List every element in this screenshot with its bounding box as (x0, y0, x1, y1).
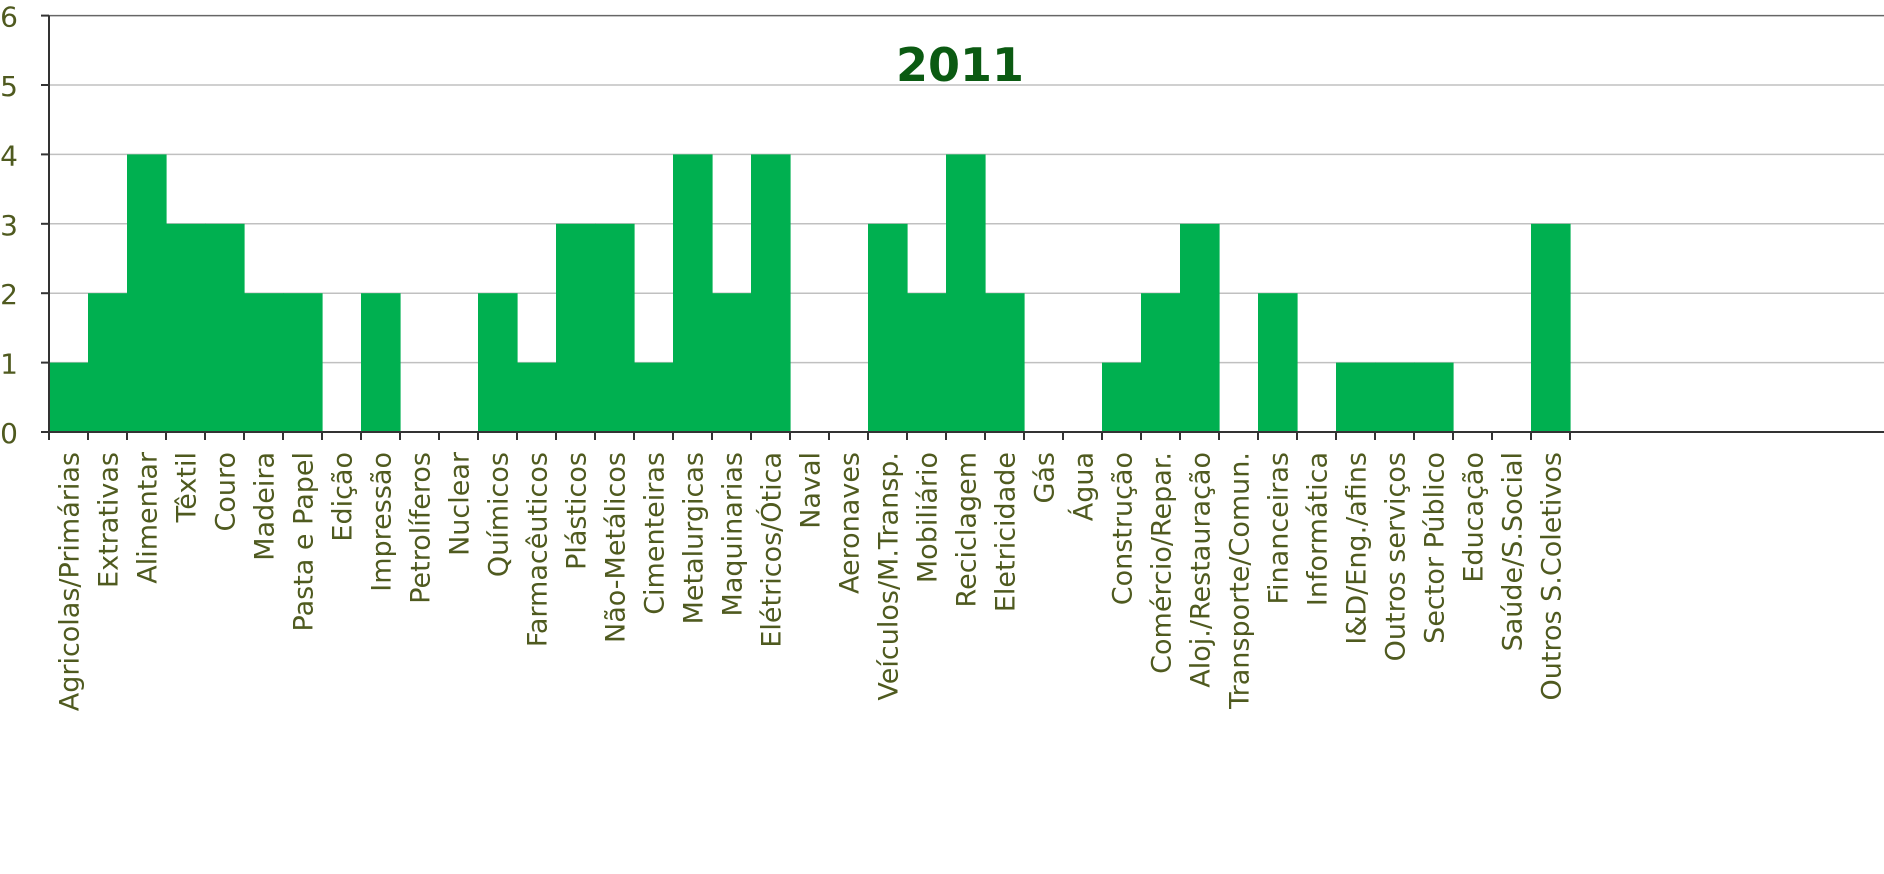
x-tick-label: Couro (211, 452, 242, 532)
x-tick-label: Naval (796, 452, 827, 529)
bar (595, 223, 635, 432)
bar (907, 293, 947, 432)
bars (49, 154, 1571, 432)
bar (127, 154, 167, 432)
x-tick-label: Maquinarias (718, 452, 749, 616)
bar (985, 293, 1025, 432)
x-tick-label: Elétricos/Ótica (756, 452, 788, 648)
bar (673, 154, 713, 432)
bar (1258, 293, 1298, 432)
bar (517, 362, 557, 432)
x-tick-label: Químicos (484, 452, 515, 577)
x-tick-label: Mobiliário (913, 452, 944, 583)
bar (205, 223, 245, 432)
bar (166, 223, 206, 432)
x-tick-label: Sector Público (1420, 452, 1451, 644)
x-tick-label: Comércio/Repar. (1147, 452, 1178, 674)
bar (751, 154, 791, 432)
x-tick-label: Extrativas (94, 452, 125, 588)
y-tick-label: 4 (0, 139, 18, 172)
bar (1141, 293, 1181, 432)
bar (283, 293, 323, 432)
bar (1336, 362, 1376, 432)
x-tick-label: Outros S.Coletivos (1537, 452, 1568, 700)
x-tick-label: Não-Metálicos (601, 452, 632, 643)
bar (1414, 362, 1454, 432)
bar (1531, 223, 1571, 432)
y-tick-labels: 0 1 2 3 4 5 6 (0, 1, 18, 450)
x-tick-label: Petrolíferos (406, 452, 437, 604)
axes (41, 14, 1884, 440)
x-tick-label: Farmacêuticos (523, 452, 554, 647)
bar (1102, 362, 1142, 432)
bar (868, 223, 908, 432)
x-tick-label: Educação (1459, 452, 1490, 583)
x-tick-label: Água (1068, 452, 1100, 521)
x-tick-label: Informática (1303, 452, 1334, 606)
x-tick-label: Madeira (250, 452, 281, 561)
bar (49, 362, 89, 432)
bar (244, 293, 284, 432)
bar (946, 154, 986, 432)
x-tick-label: Transporte/Comun. (1225, 452, 1256, 710)
bar (634, 362, 674, 432)
bar (556, 223, 596, 432)
x-tick-label: I&D/Eng./afins (1342, 452, 1373, 645)
x-tick-label: Veículos/M.Transp. (874, 452, 905, 701)
y-tick-label: 2 (0, 278, 18, 311)
x-tick-label: Saúde/S.Social (1498, 452, 1529, 651)
x-tick-label: Outros serviços (1381, 452, 1412, 661)
x-tick-label: Reciclagem (952, 452, 983, 607)
x-tick-label: Pasta e Papel (289, 452, 320, 631)
x-tick-labels: Agricolas/Primárias Extrativas Alimentar Tê… (55, 451, 1568, 711)
x-tick-label: Financeiras (1264, 452, 1295, 605)
bar (88, 293, 128, 432)
bar (361, 293, 401, 432)
x-tick-label: Impressão (367, 452, 398, 592)
bar (1375, 362, 1415, 432)
bar (1180, 223, 1220, 432)
x-tick-label: Aloj./Restauração (1186, 452, 1217, 688)
bar (478, 293, 518, 432)
x-tick-label: Gás (1030, 452, 1061, 504)
x-tick-label: Aeronaves (835, 452, 866, 594)
bar (712, 293, 752, 432)
y-tick-label: 0 (0, 417, 18, 450)
y-tick-label: 1 (0, 348, 18, 381)
x-tick-label: Plásticos (562, 452, 593, 570)
x-tick-label: Nuclear (445, 451, 476, 556)
x-tick-label: Edição (328, 452, 359, 542)
chart-title: 2011 (896, 38, 1024, 92)
x-tick-label: Construção (1108, 452, 1139, 605)
y-tick-label: 6 (0, 1, 18, 34)
x-tick-label: Eletricidade (991, 452, 1022, 612)
y-tick-label: 5 (0, 70, 18, 103)
x-tick-label: Têxtil (172, 452, 203, 523)
x-tick-label: Alimentar (133, 451, 164, 584)
y-tick-label: 3 (0, 209, 18, 242)
x-tick-label: Cimenteiras (640, 452, 671, 615)
x-tick-label: Metalurgicas (679, 452, 710, 624)
x-tick-label: Agricolas/Primárias (55, 452, 86, 711)
